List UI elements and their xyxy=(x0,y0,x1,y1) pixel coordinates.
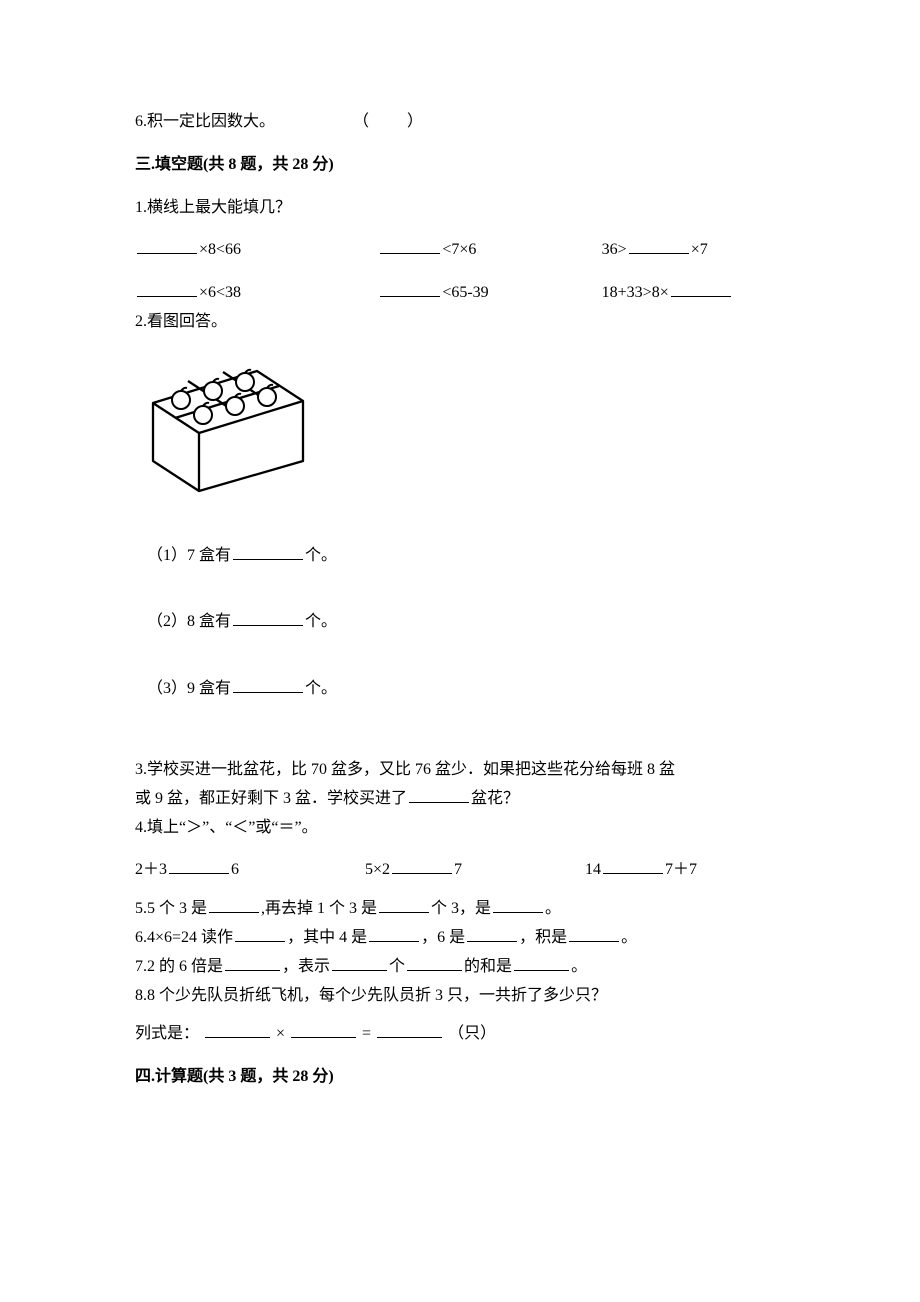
text: 36> xyxy=(602,241,627,258)
right: 6 xyxy=(231,861,239,878)
s3q4-c: 14 7＋7 xyxy=(565,858,785,883)
suffix: 个。 xyxy=(305,547,337,564)
times: × xyxy=(276,1025,285,1042)
left: 5×2 xyxy=(365,861,390,878)
p4: ，积是 xyxy=(519,929,567,946)
p5: 。 xyxy=(571,958,587,975)
suffix: 个。 xyxy=(305,613,337,630)
blank-input[interactable] xyxy=(225,955,280,971)
blank-input[interactable] xyxy=(380,281,440,297)
p3: ，6 是 xyxy=(421,929,465,946)
p2: ，其中 4 是 xyxy=(287,929,367,946)
blank-input[interactable] xyxy=(514,955,569,971)
s3q1-r1-b: <7×6 xyxy=(318,238,561,263)
s3q2-prompt: 2.看图回答。 xyxy=(135,310,785,335)
blank-input[interactable] xyxy=(205,1022,270,1038)
s3q3-line2: 或 9 盆，都正好剩下 3 盆．学校买进了 盆花？ xyxy=(135,787,785,812)
unit: （只） xyxy=(448,1025,496,1042)
s3q6: 6.4×6=24 读作 ，其中 4 是 ，6 是 ，积是 。 xyxy=(135,926,785,951)
blank-input[interactable] xyxy=(291,1022,356,1038)
s3q4-b: 5×2 7 xyxy=(335,858,565,883)
blank-input[interactable] xyxy=(671,281,731,297)
blank-input[interactable] xyxy=(169,858,229,874)
text: <65-39 xyxy=(442,284,488,301)
apple-box-icon xyxy=(145,353,310,493)
s3q8-formula: 列式是： × = （只） xyxy=(135,1022,785,1047)
s3q1-r2-a: ×6<38 xyxy=(135,281,318,306)
blank-input[interactable] xyxy=(233,610,303,626)
left: 2＋3 xyxy=(135,861,167,878)
s3q1-prompt: 1.横线上最大能填几？ xyxy=(135,196,785,221)
section-3-title: 三.填空题(共 8 题，共 28 分) xyxy=(135,153,785,178)
blank-input[interactable] xyxy=(409,787,469,803)
text: <7×6 xyxy=(442,241,476,258)
s3q8-prompt: 8.8 个少先队员折纸飞机，每个少先队员折 3 只，一共折了多少只？ xyxy=(135,984,785,1009)
s3q7: 7.2 的 6 倍是 ，表示 个 的和是 。 xyxy=(135,955,785,980)
p5: 。 xyxy=(621,929,637,946)
blank-input[interactable] xyxy=(377,1022,442,1038)
p4: 的和是 xyxy=(464,958,512,975)
blank-input[interactable] xyxy=(407,955,462,971)
text: ×6<38 xyxy=(199,284,241,301)
blank-input[interactable] xyxy=(603,858,663,874)
p1: 6.4×6=24 读作 xyxy=(135,929,233,946)
label: （2）8 盒有 xyxy=(147,613,231,630)
s3q1-r1-c: 36> ×7 xyxy=(562,238,785,263)
blank-input[interactable] xyxy=(379,897,429,913)
blank-input[interactable] xyxy=(392,858,452,874)
s3q2-sub3: （3）9 盒有 个。 xyxy=(135,677,785,702)
label: （1）7 盒有 xyxy=(147,547,231,564)
section-4-title: 四.计算题(共 3 题，共 28 分) xyxy=(135,1065,785,1090)
right: 7＋7 xyxy=(665,861,697,878)
eq: = xyxy=(362,1025,371,1042)
blank-input[interactable] xyxy=(569,926,619,942)
p1: 5.5 个 3 是 xyxy=(135,900,207,917)
blank-input[interactable] xyxy=(235,926,285,942)
q6-paren-blank[interactable]: （ ） xyxy=(353,113,425,130)
s3q2-sub2: （2）8 盒有 个。 xyxy=(135,610,785,635)
q6-text: 6.积一定比因数大。 xyxy=(135,113,275,130)
p3: 个 xyxy=(389,958,405,975)
text: 盆花？ xyxy=(471,790,519,807)
blank-input[interactable] xyxy=(369,926,419,942)
p1: 7.2 的 6 倍是 xyxy=(135,958,223,975)
text: ×8<66 xyxy=(199,241,241,258)
blank-input[interactable] xyxy=(332,955,387,971)
right: 7 xyxy=(454,861,462,878)
blank-input[interactable] xyxy=(209,897,259,913)
s3q5: 5.5 个 3 是 ,再去掉 1 个 3 是 个 3，是 。 xyxy=(135,897,785,922)
text: ×7 xyxy=(691,241,708,258)
s3q1-r2-c: 18+33>8× xyxy=(562,281,785,306)
p2: ，表示 xyxy=(282,958,330,975)
s3q2-sub1: （1）7 盒有 个。 xyxy=(135,544,785,569)
blank-input[interactable] xyxy=(137,238,197,254)
pre: 列式是： xyxy=(135,1025,199,1042)
blank-input[interactable] xyxy=(493,897,543,913)
p2: ,再去掉 1 个 3 是 xyxy=(261,900,377,917)
s3q1-r2-b: <65-39 xyxy=(318,281,561,306)
blank-input[interactable] xyxy=(137,281,197,297)
s3q3-line1: 3.学校买进一批盆花，比 70 盆多，又比 76 盆少．如果把这些花分给每班 8… xyxy=(135,758,785,783)
suffix: 个。 xyxy=(305,680,337,697)
label: （3）9 盒有 xyxy=(147,680,231,697)
blank-input[interactable] xyxy=(467,926,517,942)
s3q4-a: 2＋3 6 xyxy=(135,858,335,883)
apple-box-figure xyxy=(145,353,785,502)
blank-input[interactable] xyxy=(380,238,440,254)
p4: 。 xyxy=(545,900,561,917)
s3q4-prompt: 4.填上“＞”、“＜”或“＝”。 xyxy=(135,816,785,841)
blank-input[interactable] xyxy=(233,677,303,693)
p3: 个 3，是 xyxy=(431,900,491,917)
s3q1-r1-a: ×8<66 xyxy=(135,238,318,263)
text: 18+33>8× xyxy=(602,284,669,301)
blank-input[interactable] xyxy=(233,544,303,560)
text: 或 9 盆，都正好剩下 3 盆．学校买进了 xyxy=(135,790,407,807)
left: 14 xyxy=(585,861,601,878)
blank-input[interactable] xyxy=(629,238,689,254)
